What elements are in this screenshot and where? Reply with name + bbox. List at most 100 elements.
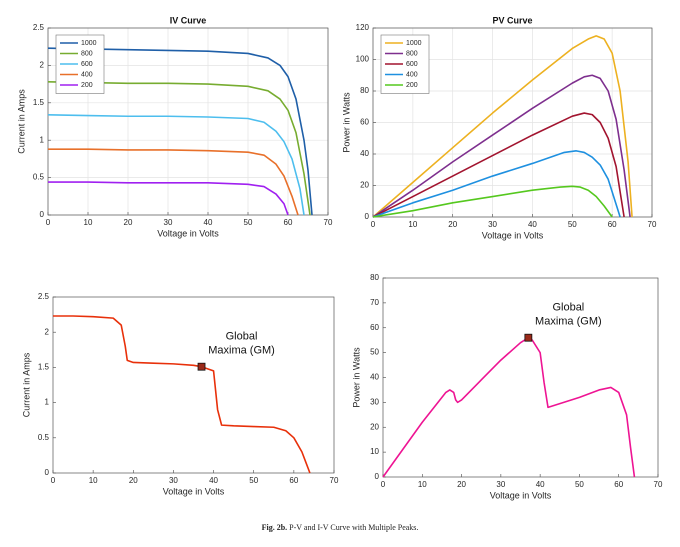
y-tick-label: 0 — [365, 212, 370, 221]
plot-frame — [47, 27, 329, 216]
annotation-text: Maxima (GM) — [208, 345, 275, 357]
y-tick-label: 60 — [370, 323, 379, 332]
x-tick-label: 10 — [408, 220, 417, 229]
x-tick-label: 50 — [249, 476, 258, 485]
series-line — [372, 150, 621, 218]
annotation-marker — [524, 333, 533, 342]
x-tick-label: 70 — [330, 476, 339, 485]
legend-label: 800 — [81, 50, 93, 57]
x-tick-label: 20 — [457, 480, 466, 489]
series-line — [372, 112, 625, 218]
x-tick-label: 40 — [528, 220, 537, 229]
y-tick-label: 2 — [45, 327, 50, 336]
legend-label: 1000 — [81, 40, 97, 47]
y-axis-label: Current in Amps — [21, 352, 31, 417]
x-tick-label: 60 — [284, 218, 293, 227]
x-tick-label: 20 — [124, 218, 133, 227]
legend-label: 400 — [81, 71, 93, 78]
y-tick-label: 40 — [370, 373, 379, 382]
y-tick-label: 1.5 — [38, 363, 50, 372]
legend-label: 800 — [406, 50, 418, 57]
y-tick-label: 80 — [370, 273, 379, 282]
x-tick-label: 40 — [209, 476, 218, 485]
legend-label: 200 — [81, 82, 93, 89]
x-tick-label: 30 — [496, 480, 505, 489]
y-tick-label: 1.5 — [33, 98, 45, 107]
plot-area — [53, 297, 334, 473]
series-line — [48, 181, 289, 216]
x-axis-label: Voltage in Volts — [490, 490, 552, 500]
legend-label: 200 — [406, 82, 418, 89]
series-line — [47, 81, 311, 216]
y-tick-label: 70 — [370, 298, 379, 307]
chart: 0 10 20 30 40 50 60 70 0 0.5 1 1.5 2 2.5 Voltage in Vo… — [21, 292, 339, 496]
x-tick-label: 50 — [568, 220, 577, 229]
legend-label: 600 — [406, 61, 418, 68]
x-tick-label: 60 — [289, 476, 298, 485]
chart: 0 10 20 30 40 50 60 70 0 10 20 30 40 50 60 70 80 Voltage … — [351, 273, 663, 500]
legend-label: 600 — [81, 61, 93, 68]
y-axis-label: Power in Watts — [341, 92, 351, 153]
y-tick-label: 1 — [45, 398, 50, 407]
plot-frame — [372, 27, 653, 218]
chart: 0 10 20 30 40 50 60 70 0 20 40 60 80 100 120 PV Curve Vo… — [341, 15, 657, 240]
y-tick-label: 120 — [356, 23, 370, 32]
x-tick-label: 40 — [536, 480, 545, 489]
x-tick-label: 10 — [418, 480, 427, 489]
x-axis-label: Voltage in Volts — [482, 230, 544, 240]
annotation-text: Maxima (GM) — [535, 316, 602, 328]
x-tick-label: 20 — [448, 220, 457, 229]
y-tick-label: 0 — [40, 210, 45, 219]
x-tick-label: 70 — [654, 480, 663, 489]
x-tick-label: 0 — [51, 476, 56, 485]
annotation-marker — [197, 362, 206, 371]
x-tick-label: 30 — [164, 218, 173, 227]
y-tick-label: 2 — [40, 61, 45, 70]
plot-frame — [52, 296, 335, 474]
caption-label: Fig. 2b. — [262, 523, 288, 532]
x-axis-label: Voltage in Volts — [157, 228, 219, 238]
plot-frame — [382, 277, 659, 478]
y-tick-label: 10 — [370, 447, 379, 456]
x-tick-label: 30 — [488, 220, 497, 229]
series-line — [382, 336, 636, 478]
plot-area — [383, 278, 658, 477]
caption-text: P-V and I-V Curve with Multiple Peaks. — [289, 523, 418, 532]
series-line — [47, 47, 313, 216]
y-tick-label: 20 — [360, 181, 369, 190]
x-tick-label: 0 — [46, 218, 51, 227]
x-tick-label: 50 — [575, 480, 584, 489]
y-tick-label: 2.5 — [38, 292, 50, 301]
chart-title: PV Curve — [492, 15, 532, 25]
y-tick-label: 100 — [356, 55, 370, 64]
y-axis-label: Power in Watts — [351, 347, 361, 408]
x-tick-label: 0 — [371, 220, 376, 229]
y-tick-label: 40 — [360, 149, 369, 158]
y-tick-label: 80 — [360, 86, 369, 95]
x-tick-label: 0 — [381, 480, 386, 489]
caption: Fig. 2b. P-V and I-V Curve with Multiple… — [262, 523, 419, 532]
legend-label: 400 — [406, 71, 418, 78]
y-tick-label: 60 — [360, 118, 369, 127]
series-line — [372, 74, 631, 218]
y-tick-label: 0.5 — [33, 173, 45, 182]
x-tick-label: 70 — [324, 218, 333, 227]
x-tick-label: 10 — [89, 476, 98, 485]
chart-title: IV Curve — [170, 15, 207, 25]
y-tick-label: 0 — [375, 472, 380, 481]
y-tick-label: 0 — [45, 468, 50, 477]
x-tick-label: 50 — [244, 218, 253, 227]
x-tick-label: 60 — [608, 220, 617, 229]
y-tick-label: 50 — [370, 348, 379, 357]
y-tick-label: 20 — [370, 422, 379, 431]
x-tick-label: 60 — [614, 480, 623, 489]
series-line — [372, 35, 633, 218]
x-tick-label: 20 — [129, 476, 138, 485]
annotation-text: Global — [226, 331, 258, 343]
chart: 0 10 20 30 40 50 60 70 0 0.5 1 1.5 2 2.5 IV Curve Volta… — [16, 15, 333, 238]
x-tick-label: 30 — [169, 476, 178, 485]
series-line — [372, 185, 613, 218]
legend-label: 1000 — [406, 40, 422, 47]
x-tick-label: 70 — [648, 220, 657, 229]
